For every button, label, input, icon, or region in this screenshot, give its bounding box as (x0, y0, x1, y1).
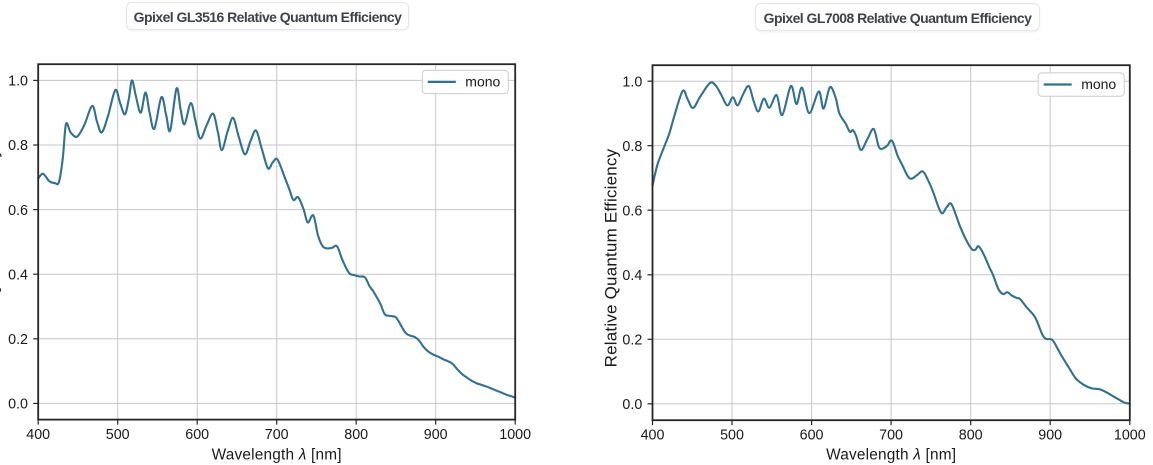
svg-text:0.2: 0.2 (622, 333, 642, 349)
svg-text:mono: mono (1081, 76, 1116, 92)
svg-text:0.2: 0.2 (8, 332, 28, 348)
svg-text:0.4: 0.4 (622, 268, 642, 284)
svg-text:800: 800 (344, 427, 368, 443)
svg-text:1000: 1000 (1114, 428, 1146, 444)
svg-text:500: 500 (106, 427, 130, 443)
svg-text:1.0: 1.0 (622, 74, 642, 90)
svg-text:0.0: 0.0 (622, 397, 642, 413)
svg-text:400: 400 (641, 428, 665, 444)
svg-text:Wavelength λ [nm]: Wavelength λ [nm] (826, 447, 956, 464)
svg-text:500: 500 (720, 428, 744, 444)
svg-text:900: 900 (424, 427, 448, 443)
svg-text:0.6: 0.6 (622, 203, 642, 219)
svg-text:Wavelength λ [nm]: Wavelength λ [nm] (212, 447, 342, 464)
svg-text:600: 600 (185, 427, 209, 443)
svg-text:mono: mono (465, 73, 500, 89)
svg-text:1.0: 1.0 (8, 74, 28, 90)
svg-text:0.8: 0.8 (622, 139, 642, 155)
svg-text:700: 700 (265, 427, 289, 443)
svg-text:0.8: 0.8 (8, 138, 28, 154)
svg-text:0.0: 0.0 (8, 397, 28, 413)
svg-text:800: 800 (959, 428, 983, 444)
svg-text:400: 400 (26, 427, 50, 443)
svg-text:600: 600 (800, 428, 824, 444)
svg-text:900: 900 (1038, 428, 1062, 444)
svg-text:Relative Quantum Efficiency: Relative Quantum Efficiency (0, 148, 2, 367)
svg-text:1000: 1000 (499, 427, 531, 443)
svg-text:0.4: 0.4 (8, 267, 28, 283)
svg-text:Relative Quantum Efficiency: Relative Quantum Efficiency (602, 148, 621, 367)
svg-text:700: 700 (879, 428, 903, 444)
svg-text:0.6: 0.6 (8, 203, 28, 219)
